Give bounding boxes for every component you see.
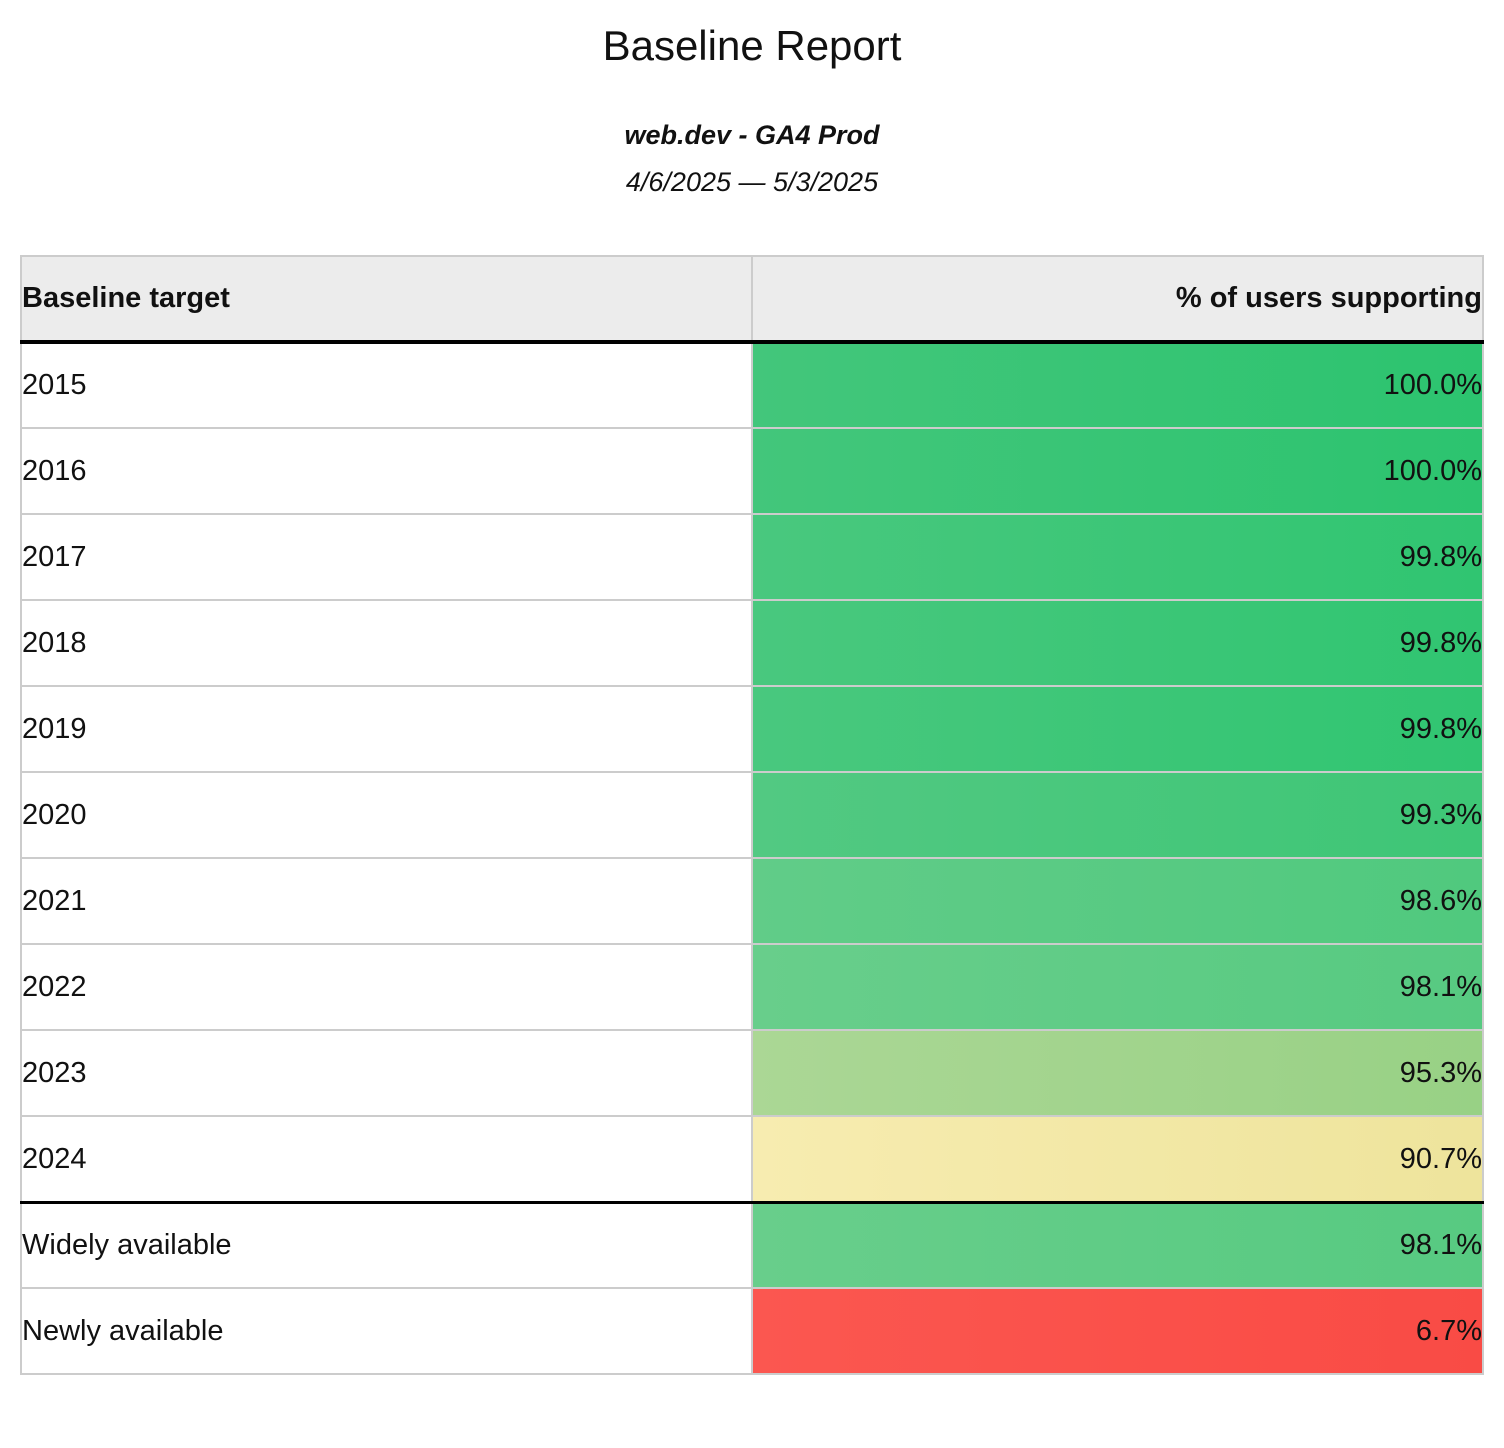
table-header-row: Baseline target % of users supporting: [20, 255, 1484, 345]
value-cell: 99.3%: [751, 771, 1484, 860]
value-cell: 98.6%: [751, 857, 1484, 946]
value-cell: 98.1%: [751, 1200, 1484, 1290]
target-cell: 2022: [20, 943, 753, 1032]
table-row: 2017 99.8%: [20, 513, 1484, 602]
table-row: 2022 98.1%: [20, 943, 1484, 1032]
target-cell: 2021: [20, 857, 753, 946]
column-header-percent-users-supporting: % of users supporting: [751, 255, 1484, 345]
table-row: Widely available 98.1%: [20, 1200, 1484, 1290]
table-row: 2021 98.6%: [20, 857, 1484, 946]
value-cell: 99.8%: [751, 685, 1484, 774]
value-cell: 100.0%: [751, 427, 1484, 516]
table-row: 2023 95.3%: [20, 1029, 1484, 1118]
table-body: 2015 100.0% 2016 100.0% 2017 99.8% 2018 …: [20, 341, 1484, 1376]
target-cell: 2017: [20, 513, 753, 602]
target-cell: 2015: [20, 341, 753, 430]
table-row: 2024 90.7%: [20, 1115, 1484, 1204]
target-cell: 2023: [20, 1029, 753, 1118]
target-cell: Widely available: [20, 1200, 753, 1290]
value-cell: 99.8%: [751, 513, 1484, 602]
page-title: Baseline Report: [602, 22, 902, 69]
table-row: 2019 99.8%: [20, 685, 1484, 774]
table-row: 2015 100.0%: [20, 341, 1484, 430]
target-cell: Newly available: [20, 1287, 753, 1376]
report-date-range: 4/6/2025 — 5/3/2025: [625, 167, 879, 198]
table-row: 2018 99.8%: [20, 599, 1484, 688]
table-header: Baseline target % of users supporting: [20, 255, 1484, 345]
value-cell: 90.7%: [751, 1115, 1484, 1204]
target-cell: 2016: [20, 427, 753, 516]
value-cell: 100.0%: [751, 341, 1484, 430]
baseline-report-page: Baseline Report web.dev - GA4 Prod 4/6/2…: [0, 22, 1504, 1448]
target-cell: 2019: [20, 685, 753, 774]
value-cell: 99.8%: [751, 599, 1484, 688]
value-cell: 6.7%: [751, 1287, 1484, 1376]
value-cell: 98.1%: [751, 943, 1484, 1032]
value-cell: 95.3%: [751, 1029, 1484, 1118]
table-row: Newly available 6.7%: [20, 1287, 1484, 1376]
baseline-table: Baseline target % of users supporting 20…: [20, 255, 1484, 1376]
target-cell: 2018: [20, 599, 753, 688]
column-header-baseline-target: Baseline target: [20, 255, 753, 345]
table-row: 2016 100.0%: [20, 427, 1484, 516]
table-row: 2020 99.3%: [20, 771, 1484, 860]
target-cell: 2024: [20, 1115, 753, 1204]
target-cell: 2020: [20, 771, 753, 860]
report-subtitle: web.dev - GA4 Prod: [624, 120, 880, 151]
